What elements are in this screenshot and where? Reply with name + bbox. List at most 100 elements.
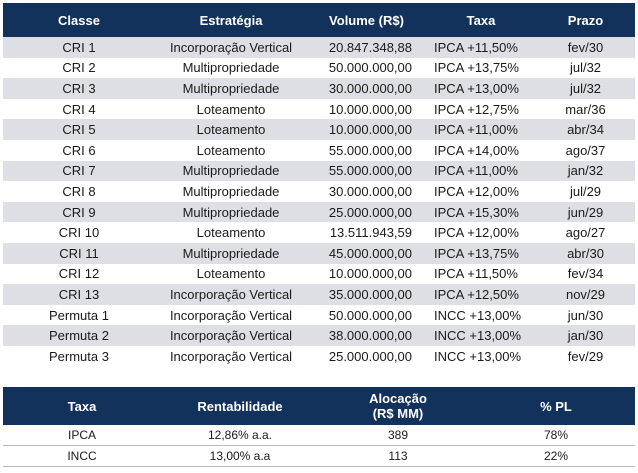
cell-taxa: IPCA +12,75%	[426, 98, 536, 120]
cell-taxa: IPCA +13,00%	[426, 78, 536, 99]
cell-taxa: IPCA +12,50%	[426, 284, 536, 305]
header-volume: Volume (R$)	[307, 3, 426, 37]
cell-estrategia: Loteamento	[155, 119, 307, 140]
table-row: CRI 6 Loteamento 55.000.000,00 IPCA +14,00%…	[3, 139, 635, 161]
cell-classe: CRI 4	[3, 98, 155, 120]
cell-prazo: jan/30	[536, 325, 635, 346]
table-row: CRI 5 Loteamento 10.000.000,00 IPCA +11,00%…	[3, 119, 635, 140]
cell-prazo: ago/37	[536, 139, 635, 161]
summary-cell-rentabilidade: 13,00% a.a	[161, 445, 319, 467]
cell-classe: CRI 8	[3, 181, 155, 202]
summary-cell-taxa: INCC	[3, 445, 161, 467]
cell-estrategia: Multipropriedade	[155, 78, 307, 99]
cell-prazo: jul/29	[536, 181, 635, 202]
cell-classe: CRI 13	[3, 284, 155, 305]
cell-taxa: INCC +13,00%	[426, 304, 536, 326]
cell-classe: Permuta 1	[3, 304, 155, 326]
cell-classe: CRI 9	[3, 201, 155, 223]
header-estrategia: Estratégia	[155, 3, 307, 37]
table-row: CRI 1 Incorporação Vertical 20.847.348,88 I…	[3, 37, 635, 58]
cell-classe: CRI 2	[3, 57, 155, 79]
summary-header-alocacao: Alocação (R$ MM)	[319, 387, 477, 425]
summary-cell-alocacao: 389	[319, 425, 477, 446]
table-row: CRI 2 Multipropriedade 50.000.000,00 IPCA +…	[3, 57, 635, 79]
securities-table: Classe Estratégia Volume (R$) Taxa Prazo…	[3, 3, 635, 367]
cell-volume: 10.000.000,00	[307, 263, 426, 285]
cell-taxa: IPCA +15,30%	[426, 201, 536, 223]
table-row: Permuta 3 Incorporação Vertical 25.000.000…	[3, 345, 635, 367]
cell-volume: 55.000.000,00	[307, 160, 426, 182]
cell-classe: CRI 10	[3, 222, 155, 243]
cell-estrategia: Multipropriedade	[155, 57, 307, 79]
summary-cell-pl: 22%	[477, 445, 635, 467]
cell-taxa: IPCA +11,00%	[426, 119, 536, 140]
cell-volume: 20.847.348,88	[307, 37, 426, 58]
cell-estrategia: Loteamento	[155, 222, 307, 243]
header-classe: Classe	[3, 3, 155, 37]
summary-header-alocacao-line2: (R$ MM)	[372, 406, 424, 421]
cell-prazo: fev/30	[536, 37, 635, 58]
summary-header-pl: % PL	[477, 387, 635, 425]
header-prazo: Prazo	[536, 3, 635, 37]
cell-taxa: IPCA +14,00%	[426, 139, 536, 161]
table-row: CRI 12 Loteamento 10.000.000,00 IPCA +11,50…	[3, 263, 635, 285]
cell-classe: CRI 12	[3, 263, 155, 285]
cell-taxa: IPCA +13,75%	[426, 242, 536, 264]
summary-cell-alocacao: 113	[319, 445, 477, 467]
cell-taxa: IPCA +11,00%	[426, 160, 536, 182]
cell-volume: 35.000.000,00	[307, 284, 426, 305]
table-row: CRI 10 Loteamento 13.511.943,59 IPCA +12,00…	[3, 222, 635, 243]
cell-classe: CRI 1	[3, 37, 155, 58]
table-row: Permuta 2 Incorporação Vertical 38.000.000…	[3, 325, 635, 346]
cell-volume: 38.000.000,00	[307, 325, 426, 346]
cell-classe: CRI 6	[3, 139, 155, 161]
summary-header-taxa: Taxa	[3, 387, 161, 425]
securities-table-body: CRI 1 Incorporação Vertical 20.847.348,88 I…	[3, 37, 635, 367]
cell-taxa: IPCA +11,50%	[426, 263, 536, 285]
cell-estrategia: Incorporação Vertical	[155, 284, 307, 305]
cell-volume: 30.000.000,00	[307, 78, 426, 99]
cell-volume: 45.000.000,00	[307, 242, 426, 264]
cell-volume: 50.000.000,00	[307, 57, 426, 79]
cell-taxa: INCC +13,00%	[426, 345, 536, 367]
cell-volume: 13.511.943,59	[307, 222, 426, 243]
summary-table: Taxa Rentabilidade Alocação (R$ MM) % PL …	[3, 387, 635, 467]
cell-estrategia: Multipropriedade	[155, 160, 307, 182]
table-row: CRI 7 Multipropriedade 55.000.000,00 IPCA +…	[3, 160, 635, 182]
cell-taxa: IPCA +13,75%	[426, 57, 536, 79]
cell-volume: 55.000.000,00	[307, 139, 426, 161]
cell-classe: Permuta 2	[3, 325, 155, 346]
cell-prazo: jan/32	[536, 160, 635, 182]
summary-cell-taxa: IPCA	[3, 425, 161, 446]
cell-prazo: mar/36	[536, 98, 635, 120]
cell-classe: Permuta 3	[3, 345, 155, 367]
table-row: CRI 13 Incorporação Vertical 35.000.000,00…	[3, 284, 635, 305]
cell-prazo: nov/29	[536, 284, 635, 305]
cell-prazo: jul/32	[536, 57, 635, 79]
cell-prazo: abr/34	[536, 119, 635, 140]
cell-estrategia: Incorporação Vertical	[155, 37, 307, 58]
table-row: CRI 9 Multipropriedade 25.000.000,00 IPCA +…	[3, 201, 635, 223]
summary-table-header: Taxa Rentabilidade Alocação (R$ MM) % PL	[3, 387, 635, 425]
cell-volume: 25.000.000,00	[307, 201, 426, 223]
summary-table-body: IPCA 12,86% a.a. 389 78% INCC 13,00% a.a 113 22…	[3, 425, 635, 467]
cell-estrategia: Loteamento	[155, 98, 307, 120]
cell-prazo: ago/27	[536, 222, 635, 243]
table-row: CRI 11 Multipropriedade 45.000.000,00 IPCA …	[3, 242, 635, 264]
cell-taxa: INCC +13,00%	[426, 325, 536, 346]
cell-estrategia: Incorporação Vertical	[155, 345, 307, 367]
cell-classe: CRI 3	[3, 78, 155, 99]
cell-taxa: IPCA +12,00%	[426, 181, 536, 202]
summary-row: INCC 13,00% a.a 113 22%	[3, 445, 635, 467]
header-taxa: Taxa	[426, 3, 536, 37]
cell-estrategia: Incorporação Vertical	[155, 304, 307, 326]
cell-volume: 10.000.000,00	[307, 98, 426, 120]
cell-estrategia: Loteamento	[155, 263, 307, 285]
cell-volume: 50.000.000,00	[307, 304, 426, 326]
cell-estrategia: Multipropriedade	[155, 181, 307, 202]
summary-cell-pl: 78%	[477, 425, 635, 446]
cell-prazo: abr/30	[536, 242, 635, 264]
cell-volume: 25.000.000,00	[307, 345, 426, 367]
table-row: CRI 3 Multipropriedade 30.000.000,00 IPCA +…	[3, 78, 635, 99]
cell-taxa: IPCA +11,50%	[426, 37, 536, 58]
